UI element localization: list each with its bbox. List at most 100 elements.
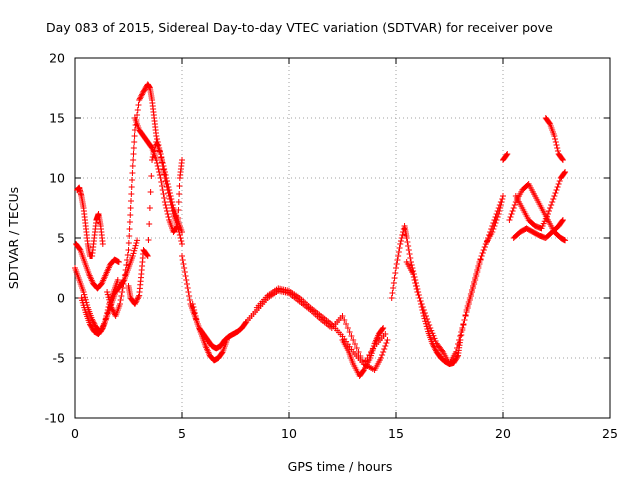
data-point [155,166,162,172]
data-point [105,294,112,301]
data-point [431,344,438,351]
data-point [559,156,566,162]
x-tick-label: 10 [281,426,297,441]
data-point [462,312,469,318]
y-tick-label: 10 [49,171,65,186]
data-point [393,261,400,267]
data-point [190,304,197,310]
data-point [497,202,504,208]
data-point [153,133,160,139]
data-point [145,237,152,243]
data-point [89,318,96,324]
data-point [350,337,357,343]
data-point [493,217,500,223]
data-point [461,317,468,323]
data-point [390,280,397,286]
data-point [562,237,569,244]
data-point [432,338,439,344]
data-point [154,160,161,166]
data-point [464,303,471,309]
data-point [414,289,421,295]
data-point [552,190,559,196]
data-point [382,331,389,337]
data-point [159,159,166,165]
data-point [120,281,127,287]
data-point [383,340,390,346]
data-point [552,136,559,142]
x-tick-label: 5 [178,426,186,441]
data-point [130,157,137,163]
data-point [161,171,168,177]
data-point [156,169,163,175]
data-point [130,250,137,257]
data-point [424,326,431,332]
data-point [178,238,185,244]
data-point [191,307,198,313]
data-point [551,133,558,139]
data-point [479,250,486,256]
data-point [559,218,566,224]
data-point [413,286,420,292]
data-point [411,277,418,283]
data-point [128,191,135,197]
data-point [380,349,387,355]
data-point [169,208,176,214]
data-point [395,253,402,259]
data-point [494,214,501,220]
data-point [439,347,446,354]
data-point [175,207,182,213]
data-point [353,345,360,351]
data-point [554,184,561,190]
data-point [148,144,155,150]
data-point [477,256,484,262]
chart-title: Day 083 of 2015, Sidereal Day-to-day VTE… [46,20,553,35]
data-point [185,289,192,295]
data-point [473,271,480,277]
data-point [460,322,467,328]
data-point [106,296,113,303]
data-point [179,253,185,259]
data-point [410,274,417,280]
series-track-h [179,253,250,352]
data-point [159,187,166,193]
y-tick-label: 15 [49,111,65,126]
data-point [117,297,124,303]
series-track-f [125,139,185,307]
data-point [129,170,136,176]
data-point [91,320,98,327]
data-point [412,280,419,286]
data-point [76,246,83,252]
series-track-s [512,169,569,232]
data-point [99,241,106,247]
data-point [390,285,397,291]
data-point [158,179,165,185]
data-point [453,345,460,351]
data-point [550,196,557,202]
data-point [406,251,413,257]
data-point [159,183,166,189]
data-point [186,293,193,299]
data-point [549,199,556,205]
data-point [475,263,482,269]
data-point [89,316,96,323]
data-point [135,102,142,108]
data-point [380,325,387,331]
data-point [115,259,122,265]
x-tick-label: 15 [388,426,404,441]
data-point [176,191,183,197]
y-axis-label: SDTVAR / TECUs [6,187,21,289]
data-point [124,257,131,263]
data-point [428,327,435,334]
y-tick-label: 0 [57,291,65,306]
data-point [427,325,434,331]
data-point [425,319,432,325]
data-point [394,257,401,263]
data-point [395,249,402,255]
data-point [163,205,170,211]
data-point [166,193,173,199]
data-point [553,142,560,148]
data-point [192,313,199,319]
data-point [472,275,479,281]
data-point [148,173,155,179]
data-point [182,273,189,279]
